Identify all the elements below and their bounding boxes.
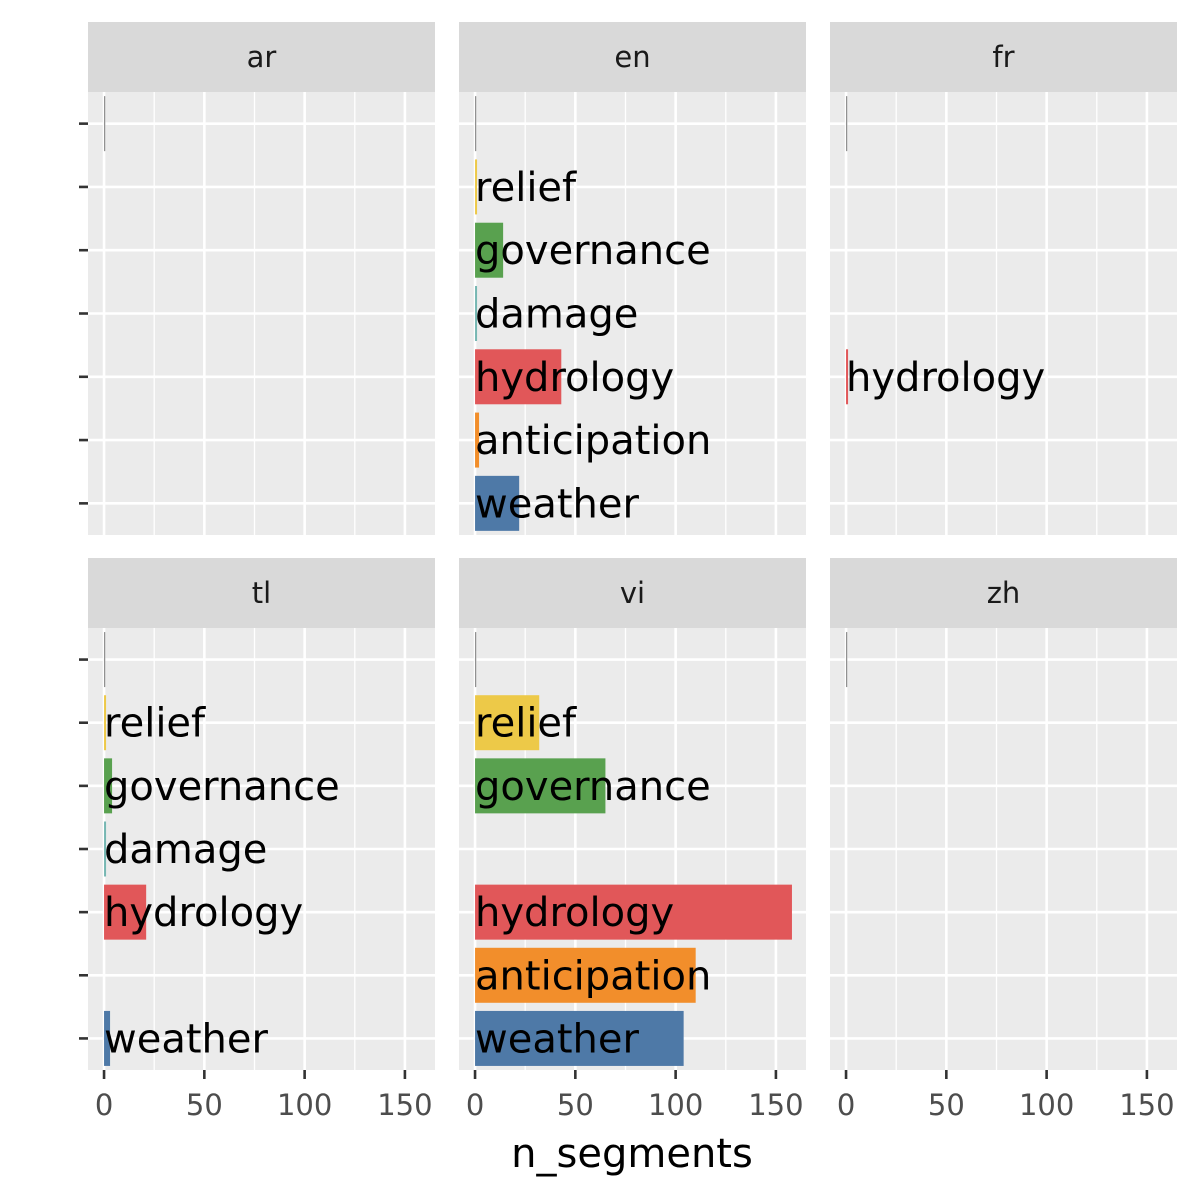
- bar-hydrology: [475, 349, 562, 405]
- facet-label: en: [614, 40, 650, 74]
- bar-blank: [475, 96, 477, 152]
- bar-damage: [475, 286, 478, 341]
- x-tick-label: 150: [1119, 1088, 1174, 1122]
- bar-relief: [475, 159, 478, 215]
- facet-label: ar: [247, 40, 277, 74]
- x-tick-label: 0: [95, 1088, 113, 1122]
- facet-strip: [459, 22, 806, 92]
- panel-en: en relief governance damage hydrology anticip…: [459, 22, 806, 535]
- bar-hydrology: [846, 349, 849, 405]
- bar-label-anticipation: anticipation: [475, 418, 711, 464]
- bar-label-weather: weather: [475, 481, 639, 527]
- bar-label-governance: governance: [475, 228, 711, 274]
- x-tick-label: 0: [837, 1088, 855, 1122]
- bar-weather: [475, 1010, 684, 1066]
- bar-relief: [104, 695, 107, 751]
- x-tick-label: 50: [928, 1088, 965, 1122]
- x-tick-label: 100: [1019, 1088, 1074, 1122]
- panel-tl: tl relief governance damage hydrology weather…: [79, 558, 435, 1122]
- facet-strip: [88, 22, 435, 92]
- x-tick-label: 150: [377, 1088, 432, 1122]
- bar-label-damage: damage: [475, 292, 638, 338]
- facet-strip: [88, 558, 435, 628]
- facet-label: vi: [620, 576, 645, 610]
- bar-hydrology: [475, 884, 792, 940]
- bar-label-hydrology: hydrology: [846, 355, 1045, 401]
- facet-strip: [830, 558, 1177, 628]
- facet-label: tl: [252, 576, 271, 610]
- bar-label-damage: damage: [104, 827, 267, 873]
- x-tick-label: 100: [277, 1088, 332, 1122]
- panel-fr: fr hydrology: [830, 22, 1177, 535]
- bar-blank: [104, 96, 106, 152]
- bar-label-hydrology: hydrology: [104, 890, 303, 936]
- bar-weather: [104, 1010, 111, 1066]
- bar-label-governance: governance: [104, 764, 340, 810]
- x-axis-title: n_segments: [511, 1131, 753, 1177]
- bar-anticipation: [475, 412, 480, 468]
- bar-governance: [475, 758, 606, 814]
- panel-zh: zh 0 50 100 150: [830, 558, 1177, 1122]
- x-tick-label: 100: [648, 1088, 703, 1122]
- bar-blank: [846, 632, 848, 688]
- bar-label-governance: governance: [475, 764, 711, 810]
- bar-label-relief: relief: [104, 701, 206, 747]
- panels-layer: ar en relief governance damage hydrology antic…: [79, 22, 1177, 1122]
- bar-label-relief: relief: [475, 165, 577, 211]
- panel-vi: vi relief governance hydrology anticipation w…: [459, 558, 806, 1122]
- bar-governance: [475, 222, 504, 278]
- x-tick-label: 50: [557, 1088, 594, 1122]
- facet-strip: [459, 558, 806, 628]
- bar-weather: [475, 475, 520, 531]
- panel-ar: ar: [79, 22, 435, 535]
- bar-relief: [475, 695, 540, 751]
- bar-blank: [846, 96, 848, 152]
- bar-label-weather: weather: [104, 1016, 268, 1062]
- facet-label: zh: [987, 576, 1021, 610]
- bar-blank: [104, 632, 106, 688]
- x-tick-label: 0: [466, 1088, 484, 1122]
- bar-label-hydrology: hydrology: [475, 890, 674, 936]
- x-tick-label: 150: [748, 1088, 803, 1122]
- x-tick-label: 50: [186, 1088, 223, 1122]
- bar-label-relief: relief: [475, 701, 577, 747]
- bar-governance: [104, 758, 113, 814]
- facet-label: fr: [992, 40, 1014, 74]
- bar-anticipation: [475, 947, 696, 1003]
- bar-label-anticipation: anticipation: [475, 953, 711, 999]
- bar-label-weather: weather: [475, 1016, 639, 1062]
- bar-blank: [475, 632, 477, 688]
- bar-hydrology: [104, 884, 147, 940]
- bar-damage: [104, 821, 107, 877]
- facet-strip: [830, 22, 1177, 92]
- bar-label-hydrology: hydrology: [475, 355, 674, 401]
